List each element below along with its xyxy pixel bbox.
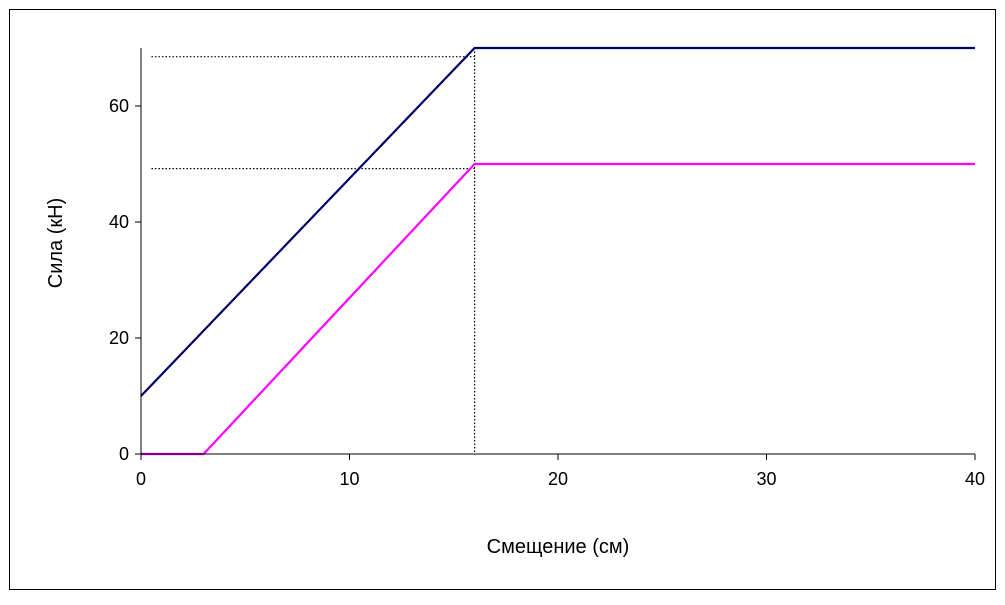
- x-tick-label: 40: [965, 469, 985, 489]
- axes: [135, 48, 976, 460]
- x-axis-title: Смещение (см): [487, 536, 630, 558]
- x-tick-label: 0: [136, 469, 146, 489]
- x-tick-label: 10: [339, 469, 359, 489]
- tick-labels: 0 10 20 30 40 0 20 40 60: [109, 96, 985, 489]
- x-tick-label: 30: [756, 469, 776, 489]
- reference-lines: [151, 48, 476, 454]
- chart-border: [9, 9, 996, 590]
- series-line-1: [140, 46, 975, 397]
- y-axis-title: Сила (кН): [45, 198, 67, 288]
- y-tick-label: 20: [109, 328, 129, 348]
- y-tick-label: 60: [109, 96, 129, 116]
- x-tick-label: 20: [548, 469, 568, 489]
- y-tick-label: 0: [119, 444, 129, 464]
- y-tick-label: 40: [109, 212, 129, 232]
